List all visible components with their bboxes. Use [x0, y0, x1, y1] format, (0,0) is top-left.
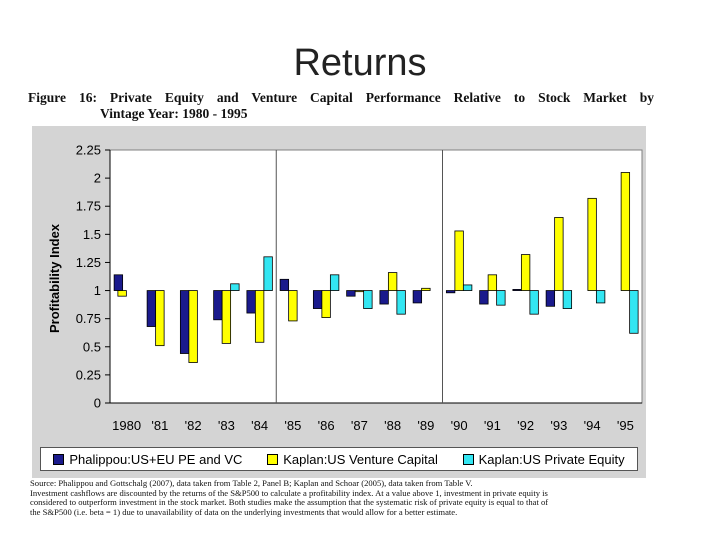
y-tick-label: 2.25: [76, 143, 101, 158]
figure-caption-subtitle: Vintage Year: 1980 - 1995: [100, 106, 248, 121]
bar-kaplan-us-private-equity-95: [629, 290, 639, 334]
bar-kaplan-us-private-equity-86: [329, 274, 340, 291]
y-tick-label: 0.25: [76, 367, 101, 382]
bar-kaplan-us-venture-capital-95: [620, 172, 631, 291]
x-tick-label: '94: [584, 418, 601, 433]
x-tick-label: '95: [617, 418, 634, 433]
legend-swatch-cyan: [462, 453, 474, 465]
bar-phalippou-us-eu-pe-and-vc-91: [479, 290, 489, 305]
x-tick-label: '89: [417, 418, 434, 433]
x-tick-label: '84: [251, 418, 268, 433]
x-tick-label: '90: [451, 418, 468, 433]
bar-phalippou-us-eu-pe-and-vc-86: [312, 290, 323, 309]
x-tick-label: '85: [284, 418, 301, 433]
y-tick-label: 1: [94, 283, 101, 298]
legend-swatch-navy: [53, 453, 65, 465]
x-tick-label: '88: [384, 418, 401, 433]
y-tick-label: 1.25: [76, 255, 101, 270]
legend-item-phalippou: Phalippou:US+EU PE and VC: [53, 452, 242, 467]
bar-phalippou-us-eu-pe-and-vc-81: [146, 290, 157, 327]
legend-label-phalippou: Phalippou:US+EU PE and VC: [69, 451, 243, 467]
y-tick-label: 1.75: [76, 199, 101, 214]
bar-phalippou-us-eu-pe-and-vc-88: [379, 290, 389, 305]
bar-kaplan-us-venture-capital-87: [354, 290, 365, 293]
source-line: Investment cashflows are discounted by t…: [30, 487, 548, 498]
bar-kaplan-us-venture-capital-83: [221, 290, 232, 344]
chart-legend: Phalippou:US+EU PE and VC Kaplan:US Vent…: [40, 447, 638, 471]
source-note: Source: Phalippou and Gottschalg (2007),…: [30, 478, 656, 517]
bar-phalippou-us-eu-pe-and-vc-89: [412, 290, 423, 304]
x-tick-label: '81: [151, 418, 168, 433]
x-tick-label: '83: [218, 418, 235, 433]
x-tick-label: '92: [517, 418, 534, 433]
bar-phalippou-us-eu-pe-and-vc-1980: [113, 274, 124, 291]
x-tick-label: '91: [484, 418, 501, 433]
bar-kaplan-us-venture-capital-92: [520, 254, 531, 291]
bar-kaplan-us-venture-capital-90: [454, 230, 464, 291]
bar-kaplan-us-venture-capital-93: [554, 217, 564, 291]
y-tick-label: 0.5: [83, 339, 101, 354]
chart-frame: 0 0.25 0.5 0.75 1 1.25 1.5 1.75 2 2.25 Profitabili…: [32, 126, 646, 478]
legend-label-kaplan-vc: Kaplan:US Venture Capital: [283, 451, 438, 467]
bar-phalippou-us-eu-pe-and-vc-83: [213, 290, 223, 321]
bar-kaplan-us-venture-capital-85: [288, 290, 298, 322]
source-line: Source: Phalippou and Gottschalg (2007),…: [30, 478, 473, 488]
bar-kaplan-us-private-equity-94: [595, 290, 606, 304]
bar-kaplan-us-private-equity-87: [363, 290, 373, 309]
bar-kaplan-us-private-equity-84: [263, 256, 273, 291]
bar-kaplan-us-private-equity-93: [562, 290, 573, 309]
bar-kaplan-us-venture-capital-84: [254, 290, 265, 343]
bar-phalippou-us-eu-pe-and-vc-90: [445, 290, 456, 294]
bar-kaplan-us-venture-capital-82: [188, 290, 198, 363]
bar-kaplan-us-venture-capital-86: [321, 290, 331, 318]
bar-kaplan-us-private-equity-83: [230, 283, 240, 291]
bar-kaplan-us-venture-capital-91: [487, 274, 498, 291]
x-tick-label: 1980: [112, 418, 141, 433]
bar-phalippou-us-eu-pe-and-vc-84: [246, 290, 256, 314]
slide-title: Returns: [293, 42, 427, 84]
bar-phalippou-us-eu-pe-and-vc-93: [545, 290, 556, 307]
x-tick-label: '82: [185, 418, 202, 433]
source-line: the S&P500 (i.e. beta = 1) due to unavai…: [30, 506, 458, 517]
legend-swatch-yellow: [267, 453, 279, 465]
bar-kaplan-us-venture-capital-89: [421, 287, 431, 291]
bar-kaplan-us-private-equity-92: [529, 290, 539, 315]
bar-kaplan-us-private-equity-88: [396, 290, 406, 315]
plot-area: [109, 149, 643, 404]
legend-item-kaplan-vc: Kaplan:US Venture Capital: [267, 452, 438, 467]
y-tick-label: 0: [94, 396, 101, 411]
y-tick-label: 2: [94, 171, 101, 186]
bar-kaplan-us-private-equity-90: [462, 284, 473, 291]
bar-chart: 0 0.25 0.5 0.75 1 1.25 1.5 1.75 2 2.25 Profitabili…: [47, 143, 643, 433]
x-tick-label: '93: [550, 418, 567, 433]
y-tick-label: 0.75: [76, 311, 101, 326]
y-tick-label: 1.5: [83, 227, 101, 242]
x-tick-label: '87: [351, 418, 368, 433]
bar-phalippou-us-eu-pe-and-vc-82: [179, 290, 190, 354]
bar-phalippou-us-eu-pe-and-vc-85: [279, 278, 290, 291]
bar-kaplan-us-venture-capital-94: [587, 197, 597, 291]
source-line: considered to outperform investment in t…: [30, 497, 549, 508]
figure-caption: Figure 16: Private Equity and Venture Ca…: [28, 90, 654, 105]
bar-kaplan-us-venture-capital-88: [387, 272, 398, 291]
x-tick-label: '86: [318, 418, 335, 433]
legend-item-kaplan-pe: Kaplan:US Private Equity: [462, 451, 625, 467]
bar-kaplan-us-venture-capital-1980: [117, 290, 127, 297]
bar-phalippou-us-eu-pe-and-vc-92: [512, 289, 522, 291]
bar-kaplan-us-private-equity-91: [496, 290, 506, 306]
bar-phalippou-us-eu-pe-and-vc-87: [346, 290, 356, 297]
legend-label-kaplan-pe: Kaplan:US Private Equity: [478, 451, 625, 467]
y-axis-label: Profitability Index: [47, 223, 62, 333]
bar-kaplan-us-venture-capital-81: [155, 290, 165, 347]
